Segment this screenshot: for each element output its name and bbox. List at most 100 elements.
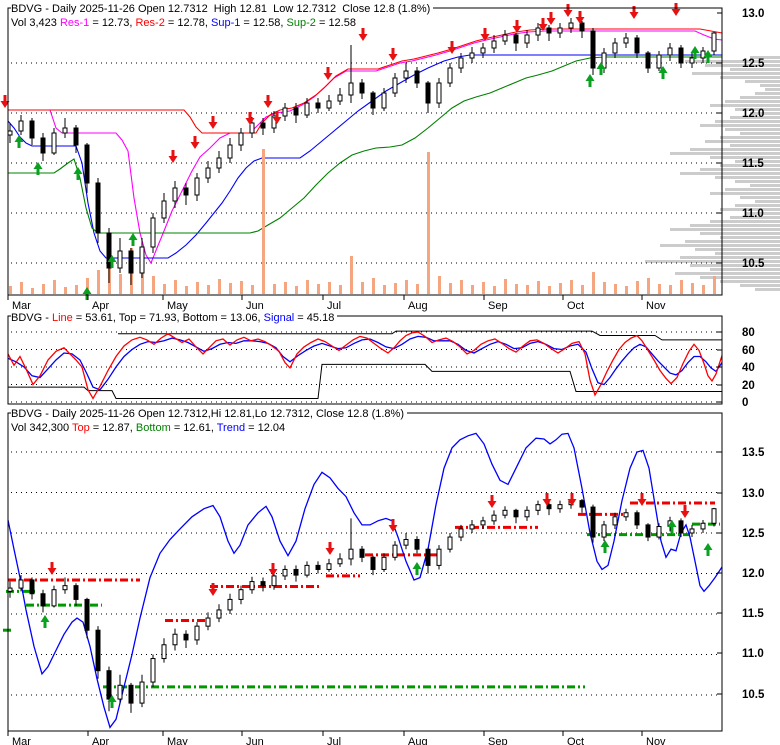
panel3-header-line1: BDVG - Daily 2025-11-26 Open 12.7312,Hi … xyxy=(11,408,407,421)
buy-arrow-icon xyxy=(596,62,606,75)
buy-arrow-icon xyxy=(690,46,700,59)
y-axis-labels: 80 60 40 20 0 xyxy=(717,327,755,409)
sup-1-line xyxy=(7,54,722,259)
month-label: Oct xyxy=(567,736,584,745)
sell-arrow-icon xyxy=(168,150,178,163)
buy-arrow-icon xyxy=(73,167,83,180)
sell-arrow-icon xyxy=(323,67,333,80)
header-part: = 12.58, xyxy=(240,17,287,29)
buy-arrow-icon xyxy=(107,255,117,268)
panel-frame xyxy=(7,315,723,405)
month-label: Mar xyxy=(12,736,31,745)
panel1-header-line2: Vol 3,423 Res-1 = 12.73, Res-2 = 12.78, … xyxy=(11,17,359,30)
band-upper-line xyxy=(118,330,722,341)
buy-arrow-icon xyxy=(412,562,422,575)
panel1-header-line1: BDVG - Daily 2025-11-26 Open 12.7312 Hig… xyxy=(11,3,434,16)
sell-arrows xyxy=(47,493,690,596)
month-label: Aug xyxy=(408,300,428,312)
res-2-line xyxy=(8,28,723,134)
candlesticks xyxy=(7,18,717,285)
header-part: Res-1 xyxy=(59,17,90,29)
header-part: Sup-2 xyxy=(286,17,316,29)
header-part: Top xyxy=(71,422,90,434)
buy-arrow-icon xyxy=(40,615,50,628)
sell-arrow-icon xyxy=(268,563,278,576)
sell-arrow-icon xyxy=(542,493,552,506)
header-part: Bottom xyxy=(135,422,171,434)
sell-arrows xyxy=(0,3,681,163)
header-part: = 12.04 xyxy=(245,422,286,434)
month-label: Apr xyxy=(92,300,109,312)
y-axis-label: 20 xyxy=(742,380,755,392)
header-part: = 12.87, xyxy=(89,422,136,434)
sell-arrow-icon xyxy=(538,18,548,31)
header-part: = 12.73, xyxy=(89,17,136,29)
month-label: Nov xyxy=(646,300,666,312)
sup-2-line xyxy=(8,56,722,234)
y-axis-label: 12.5 xyxy=(742,58,765,70)
sell-arrow-icon xyxy=(190,136,200,149)
buy-arrows xyxy=(40,520,713,708)
sell-arrow-icon xyxy=(447,41,457,54)
y-axis-label: 40 xyxy=(742,362,755,374)
month-label: Sep xyxy=(488,736,508,745)
header-part: = 12.78, xyxy=(164,17,211,29)
panel-frame xyxy=(7,412,723,732)
sell-arrow-icon xyxy=(263,95,273,108)
header-part: = 12.61, xyxy=(170,422,217,434)
buy-arrow-icon xyxy=(703,50,713,63)
y-axis-label: 11.0 xyxy=(742,208,764,220)
sell-arrow-icon xyxy=(563,4,573,17)
header-part: Vol 3,423 xyxy=(11,17,60,29)
sell-arrow-icon xyxy=(637,493,647,506)
month-label: Jul xyxy=(327,300,341,312)
buy-arrow-icon xyxy=(14,135,24,148)
header-part: = 45.18 xyxy=(294,312,335,324)
buy-arrow-icon xyxy=(667,520,677,533)
header-part: Sup-1 xyxy=(211,17,241,29)
y-axis-label: 13.0 xyxy=(742,488,764,500)
sell-arrow-icon xyxy=(680,505,690,518)
header-part: Vol 342,300 xyxy=(11,422,72,434)
sell-arrow-icon xyxy=(567,493,577,506)
volume-profile xyxy=(645,56,780,291)
y-axis-label: 12.0 xyxy=(742,108,764,120)
candlesticks xyxy=(7,496,717,713)
sell-arrow-icon xyxy=(272,111,282,124)
buy-arrow-icon xyxy=(82,287,92,300)
y-axis-label: 12.0 xyxy=(742,568,764,580)
month-label: May xyxy=(167,300,188,312)
header-part: Line xyxy=(51,312,73,324)
header-part: Signal xyxy=(263,312,295,324)
month-label: Jun xyxy=(246,736,264,745)
panel3-header-line2: Vol 342,300 Top = 12.87, Bottom = 12.61,… xyxy=(11,422,289,435)
sell-arrow-icon xyxy=(245,112,255,125)
sell-arrow-icon xyxy=(358,28,368,41)
sell-arrow-icon xyxy=(480,28,490,41)
buy-arrow-icon xyxy=(585,74,595,87)
buy-arrow-icon xyxy=(600,540,610,553)
sell-arrow-icon xyxy=(325,542,335,555)
y-axis-label: 11.0 xyxy=(742,648,764,660)
y-axis-label: 13.0 xyxy=(742,8,764,20)
y-axis-label: 60 xyxy=(742,345,755,357)
grid-lines xyxy=(11,451,720,696)
sell-arrow-icon xyxy=(0,95,10,108)
month-label: Apr xyxy=(92,736,109,745)
y-axis-label: 80 xyxy=(742,327,755,339)
month-label: Jun xyxy=(246,300,264,312)
month-label: Mar xyxy=(12,300,31,312)
line-line xyxy=(7,331,723,400)
month-axis-trend-panel: Mar Apr May Jun Jul Aug Sep Oct Nov xyxy=(7,731,666,745)
sell-arrow-icon xyxy=(487,495,497,508)
panel-border xyxy=(7,315,723,405)
sell-arrow-icon xyxy=(575,11,585,24)
month-label: May xyxy=(167,736,188,745)
month-label: Jul xyxy=(327,736,341,745)
month-axis-price-panel: Mar Apr May Jun Jul Aug Sep Oct Nov xyxy=(7,295,666,312)
month-label: Nov xyxy=(646,736,666,745)
header-part: = 53.61, Top = 71.93, Bottom = 13.06, xyxy=(72,312,264,324)
sell-arrow-icon xyxy=(629,6,639,19)
